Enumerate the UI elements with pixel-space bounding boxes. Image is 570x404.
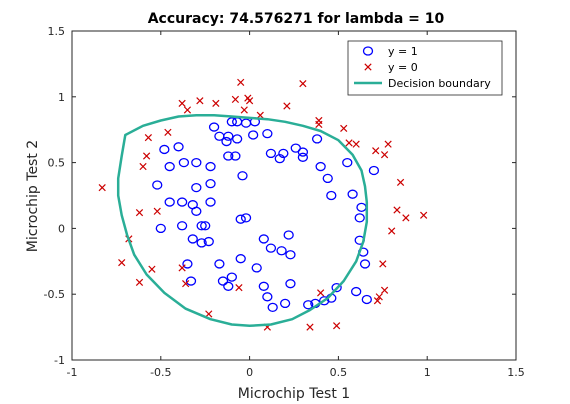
y-axis-label: Microchip Test 2 [25, 140, 41, 252]
x-axis-label: Microchip Test 1 [238, 386, 350, 402]
y-tick-label: 1 [58, 91, 65, 104]
legend-label: y = 1 [388, 45, 418, 58]
chart-title: Accuracy: 74.576271 for lambda = 10 [148, 11, 445, 27]
y-tick-label: 1.5 [48, 25, 66, 38]
y-tick-label: -1 [54, 354, 65, 367]
legend-label: Decision boundary [388, 77, 491, 90]
x-tick-label: 0.5 [330, 366, 348, 379]
x-tick-label: 0 [246, 366, 253, 379]
legend: y = 1 y = 0 Decision boundary [348, 41, 502, 95]
x-tick-label: -0.5 [150, 366, 171, 379]
y-tick-label: 0.5 [48, 157, 66, 170]
y-tick-label: -0.5 [44, 288, 65, 301]
x-tick-label: 1.5 [507, 366, 525, 379]
y-tick-label: 0 [58, 222, 65, 235]
x-tick-label: 1 [424, 366, 431, 379]
x-tick-label: -1 [67, 366, 78, 379]
legend-label: y = 0 [388, 61, 418, 74]
